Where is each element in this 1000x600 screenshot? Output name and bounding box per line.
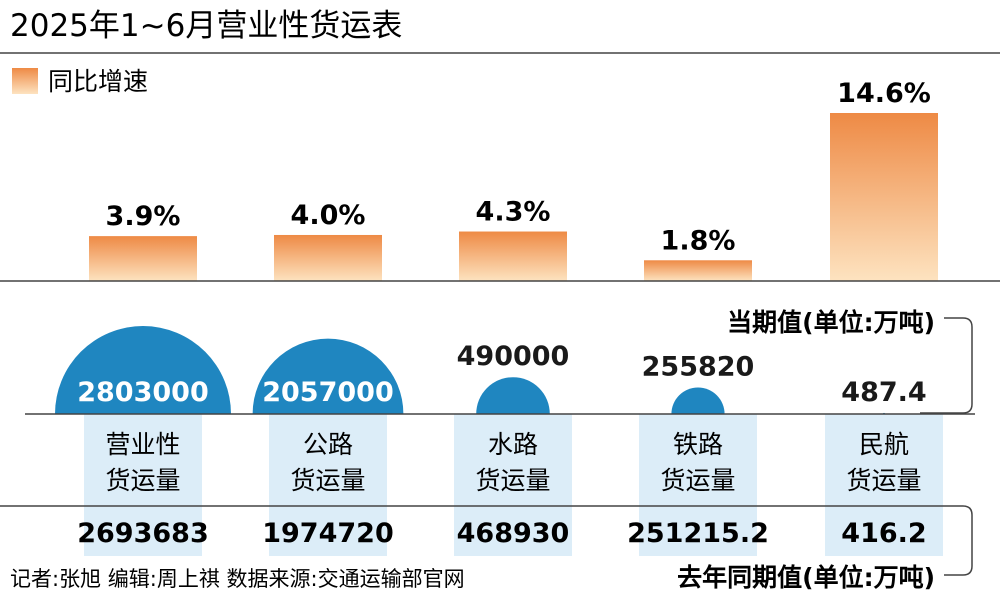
previous-value-1: 1974720 (262, 518, 394, 549)
growth-bar-0 (89, 236, 197, 281)
current-value-2: 490000 (457, 341, 570, 372)
growth-bars: 3.9% 4.0% 4.3% 1.8% 14.6% (89, 78, 938, 281)
growth-label-1: 4.0% (291, 200, 366, 231)
previous-value-3: 251215.2 (627, 518, 769, 549)
growth-bar-2 (459, 231, 567, 281)
category-label-2-1: 货运量 (475, 466, 550, 495)
chart-title: 2025年1~6月营业性货运表 (10, 8, 402, 44)
category-box-0 (84, 414, 202, 556)
category-label-4-0: 民航 (859, 430, 909, 459)
current-semicircle-1 (252, 338, 404, 414)
growth-label-2: 4.3% (476, 197, 551, 228)
category-box-3 (639, 414, 757, 556)
current-unit-label: 当期值(单位:万吨) (727, 308, 935, 337)
previous-unit-label: 去年同期值(单位:万吨) (677, 563, 935, 592)
growth-bar-3 (644, 260, 752, 281)
previous-bracket (944, 505, 973, 576)
current-values: 2803000 2057000 490000 255820 487.4 (77, 341, 926, 408)
current-value-4: 487.4 (841, 377, 926, 408)
current-value-3: 255820 (642, 351, 755, 382)
category-label-2-0: 水路 (488, 430, 538, 459)
current-semicircle-0 (55, 326, 231, 414)
legend-swatch (12, 68, 38, 94)
current-value-0: 2803000 (77, 377, 209, 408)
legend-label: 同比增速 (48, 67, 148, 96)
growth-bar-4 (830, 113, 938, 281)
category-label-1-1: 货运量 (290, 466, 365, 495)
current-bracket (920, 317, 973, 414)
category-label-3-0: 铁路 (673, 430, 723, 459)
credit-line: 记者:张旭 编辑:周上祺 数据来源:交通运输部官网 (10, 567, 465, 591)
category-boxes (84, 414, 943, 556)
current-semicircle-3 (671, 387, 725, 414)
category-label-0-0: 营业性 (105, 430, 180, 459)
category-label-1-0: 公路 (303, 430, 353, 459)
category-label-4-1: 货运量 (846, 466, 921, 495)
previous-value-4: 416.2 (841, 518, 926, 549)
growth-label-3: 1.8% (661, 225, 736, 256)
previous-values: 2693683 1974720 468930 251215.2 416.2 (77, 518, 926, 549)
growth-label-4: 14.6% (837, 78, 931, 109)
category-box-1 (269, 414, 387, 556)
current-value-1: 2057000 (262, 377, 394, 408)
category-box-2 (454, 414, 572, 556)
current-semicircles (55, 326, 886, 414)
previous-value-0: 2693683 (77, 518, 209, 549)
growth-label-0: 3.9% (106, 201, 181, 232)
category-box-4 (825, 414, 943, 556)
previous-value-2: 468930 (457, 518, 570, 549)
category-label-3-1: 货运量 (660, 466, 735, 495)
current-semicircle-2 (476, 377, 550, 414)
category-label-0-1: 货运量 (105, 466, 180, 495)
growth-bar-1 (274, 234, 382, 281)
